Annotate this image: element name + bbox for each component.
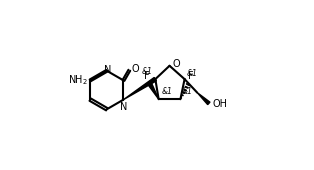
Text: OH: OH bbox=[213, 99, 228, 109]
Text: O: O bbox=[172, 59, 180, 69]
Text: N: N bbox=[120, 102, 127, 112]
Polygon shape bbox=[123, 78, 156, 100]
Text: F: F bbox=[144, 71, 150, 81]
Text: &1: &1 bbox=[187, 69, 198, 78]
Text: O: O bbox=[131, 64, 139, 74]
Text: N: N bbox=[105, 65, 112, 75]
Text: &1: &1 bbox=[162, 87, 173, 96]
Polygon shape bbox=[197, 92, 210, 105]
Text: &1: &1 bbox=[182, 87, 192, 96]
Text: NH$_2$: NH$_2$ bbox=[68, 73, 88, 87]
Text: F: F bbox=[188, 71, 194, 81]
Text: &1: &1 bbox=[141, 67, 152, 76]
Polygon shape bbox=[148, 82, 159, 99]
